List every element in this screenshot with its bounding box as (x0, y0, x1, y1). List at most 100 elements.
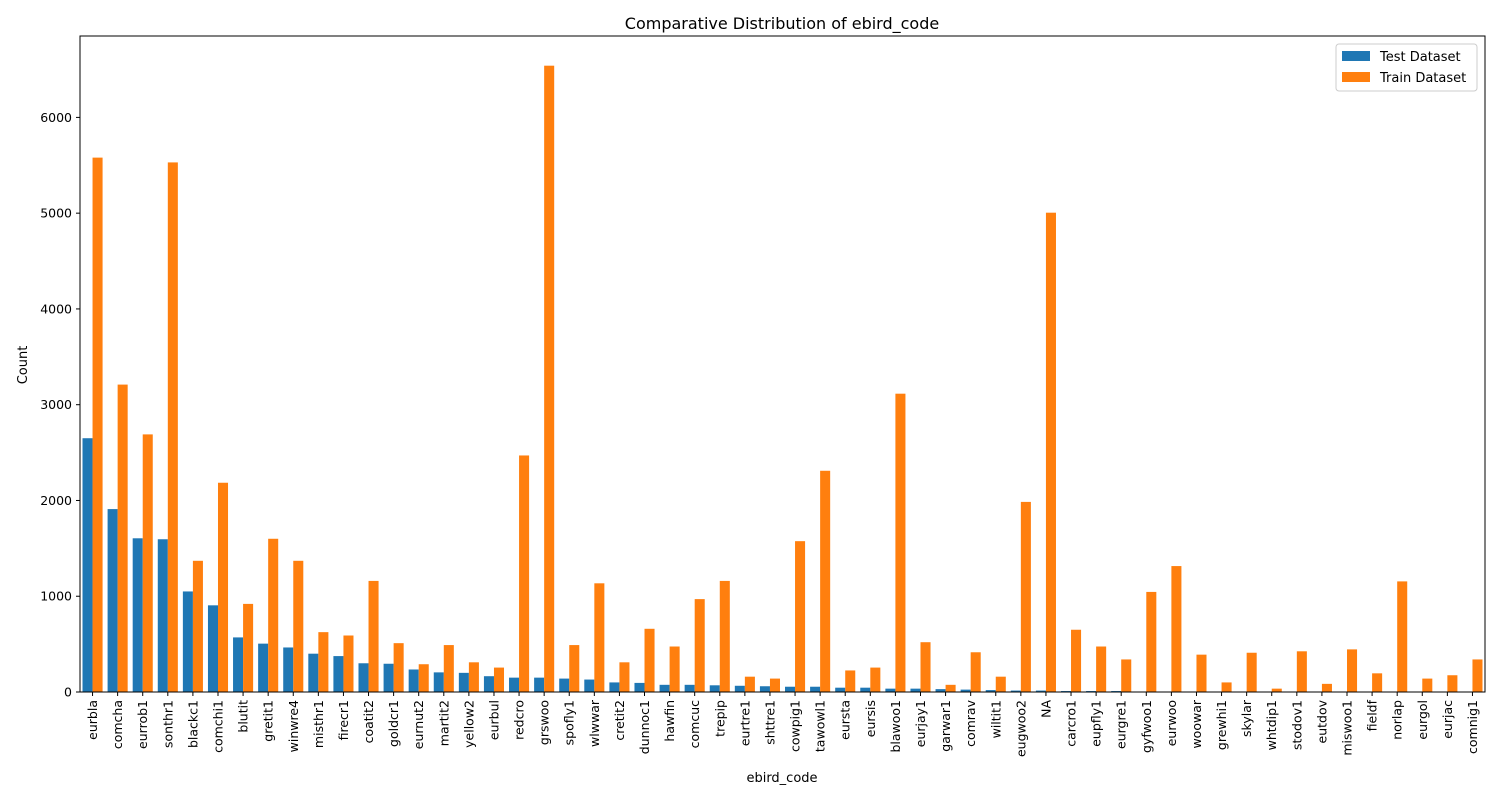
bar-train-eurbla (92, 157, 103, 692)
x-tick-label: skylar (1239, 699, 1254, 737)
x-tick-label: grswoo (537, 700, 552, 745)
x-tick-label: whtdip1 (1264, 700, 1279, 750)
x-tick-label: eupfly1 (1089, 700, 1104, 747)
y-tick-label: 2000 (40, 493, 72, 508)
bar-train-grswoo (544, 65, 555, 692)
bar-train-wlwwar (594, 583, 605, 692)
x-tick-label: tawowl1 (813, 700, 828, 752)
x-tick-label: eursis (863, 700, 878, 737)
bar-test-comcha (107, 509, 118, 692)
bar-train-sonthr1 (167, 162, 178, 692)
x-tick-label: eurgol (1415, 700, 1430, 740)
bar-train-cowpig1 (795, 541, 806, 692)
bar-test-goldcr1 (383, 663, 394, 692)
bar-train-NA (1045, 212, 1056, 692)
x-tick-label: garwar1 (938, 700, 953, 752)
bar-test-martit2 (433, 672, 444, 692)
bar-test-firecr1 (333, 656, 344, 692)
bar-train-comcuc (694, 599, 705, 692)
x-tick-label: wlwwar (587, 699, 602, 747)
x-tick-label: eurtre1 (737, 700, 752, 746)
bar-test-eursis (860, 687, 871, 692)
bar-test-comcuc (684, 684, 695, 692)
bar-train-martit2 (443, 645, 454, 692)
bar-test-grswoo (534, 677, 545, 692)
bar-train-trepip (719, 580, 730, 692)
x-tick-label: cretit2 (612, 700, 627, 741)
legend: Test Dataset Train Dataset (1335, 43, 1478, 92)
y-tick-label: 0 (64, 685, 72, 700)
bar-train-carcro1 (1071, 629, 1082, 692)
x-tick-label: eurnut2 (411, 700, 426, 749)
bar-train-garwar1 (945, 684, 956, 692)
x-tick-label: eurjay1 (913, 700, 928, 747)
x-tick-label: hawfin (662, 700, 677, 742)
bar-train-misthr1 (318, 632, 329, 692)
x-tick-label: eurgre1 (1114, 700, 1129, 749)
bar-train-dunnoc1 (644, 628, 655, 692)
x-tick-label: winwre4 (286, 700, 301, 752)
bar-test-sonthr1 (157, 539, 168, 692)
bar-train-grewhi1 (1221, 682, 1232, 692)
bar-test-coatit2 (358, 663, 369, 692)
legend-box (1335, 43, 1478, 92)
x-tick-label: dunnoc1 (637, 700, 652, 754)
x-tick-label: grewhi1 (1214, 700, 1229, 750)
x-tick-label: shttre1 (762, 700, 777, 745)
bar-train-gyfwoo1 (1146, 591, 1157, 692)
bar-train-wiltit1 (995, 676, 1006, 692)
x-tick-label: comrav (963, 699, 978, 746)
series-1 (92, 65, 1483, 692)
bar-train-coatit2 (368, 580, 379, 692)
bar-train-spofly1 (569, 645, 580, 692)
x-tick-label: norlap (1390, 700, 1405, 740)
bar-train-tawowl1 (820, 470, 831, 692)
legend-label: Test Dataset (1379, 50, 1461, 65)
bar-train-stodov1 (1296, 651, 1307, 692)
bar-train-blackc1 (192, 560, 203, 692)
x-tick-label: gyfwoo1 (1139, 700, 1154, 753)
bar-test-wlwwar (584, 679, 595, 692)
bar-train-eursis (870, 667, 881, 692)
bar-train-woowar (1196, 654, 1207, 692)
series-0 (82, 438, 1147, 692)
x-tick-label: NA (1038, 700, 1053, 718)
x-tick-label: eurbla (85, 700, 100, 740)
bar-train-eurjay1 (920, 642, 931, 692)
bar-train-comcha (117, 384, 128, 692)
bar-train-eutdov (1321, 683, 1332, 692)
x-tick-label: eurjac (1440, 700, 1455, 739)
bar-train-goldcr1 (393, 643, 404, 692)
x-tick-label: redcro (512, 700, 527, 740)
bar-test-eurtre1 (734, 685, 745, 692)
bar-test-eurjay1 (910, 688, 921, 692)
bar-test-NA (1035, 690, 1046, 692)
bar-train-fieldf (1372, 673, 1383, 692)
x-tick-label: comchi1 (210, 700, 225, 753)
y-axis: 0 1000 2000 3000 4000 5000 6000 (40, 110, 80, 700)
bar-test-winwre4 (283, 647, 294, 692)
y-tick-label: 5000 (40, 206, 72, 221)
bar-train-blawoo1 (895, 393, 906, 692)
x-tick-label: comcuc (687, 700, 702, 748)
x-tick-label: carcro1 (1064, 700, 1079, 747)
bar-test-cowpig1 (785, 686, 796, 692)
bar-test-gretit1 (258, 643, 269, 692)
x-tick-label: gretit1 (261, 700, 276, 742)
x-tick-label: eugwoo2 (1013, 700, 1028, 757)
bar-test-eurnut2 (408, 669, 419, 692)
bar-test-comchi1 (207, 605, 218, 692)
legend-swatch (1342, 72, 1370, 82)
bar-test-blawoo1 (885, 688, 896, 692)
bar-train-winwre4 (293, 560, 304, 692)
bar-train-norlap (1397, 581, 1408, 692)
x-tick-label: blutit (236, 700, 251, 733)
bar-test-yellow2 (458, 672, 469, 692)
bar-test-eurbul (483, 676, 494, 692)
bar-train-eurjac (1447, 675, 1458, 692)
y-tick-label: 3000 (40, 397, 72, 412)
bar-train-firecr1 (343, 635, 354, 692)
bar-test-wiltit1 (985, 690, 996, 692)
bar-test-trepip (709, 685, 720, 692)
bar-train-skylar (1246, 652, 1257, 692)
